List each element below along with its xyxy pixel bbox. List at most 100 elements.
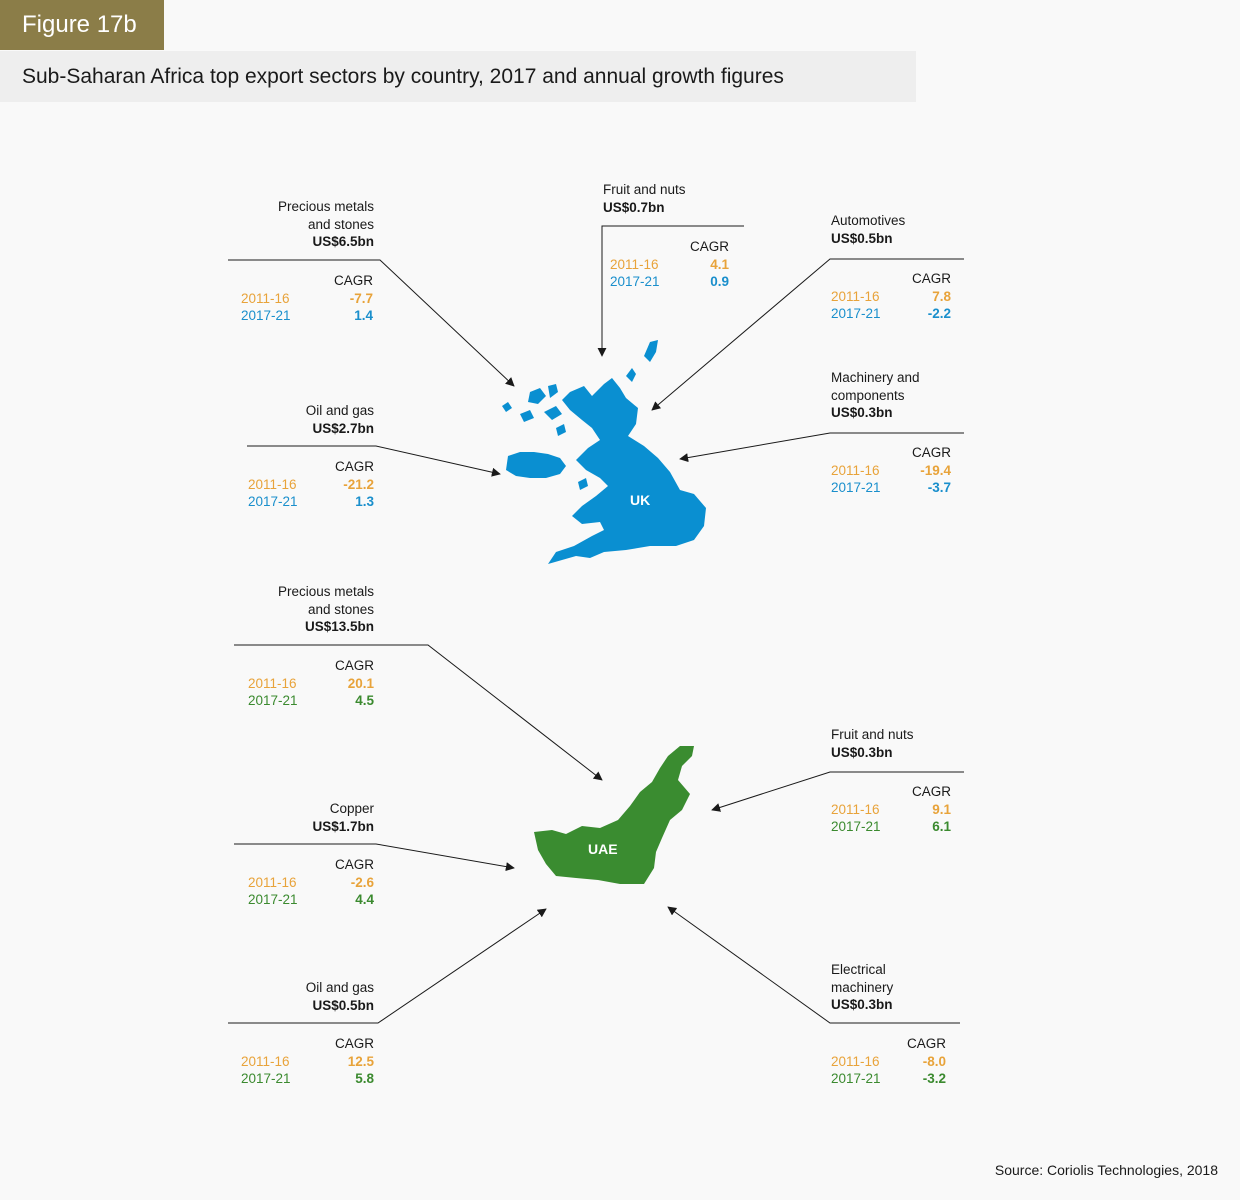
cagr-value: 12.5 — [347, 1053, 374, 1069]
sector-name: Machinery and components — [831, 370, 920, 403]
uk-automotives-cagr: CAGR 2011-16 7.8 2017-21 -2.2 — [831, 270, 951, 323]
cagr-value: 4.1 — [710, 256, 729, 272]
figure-label: Figure 17b — [0, 0, 164, 50]
sector-name: Oil and gas — [305, 980, 374, 995]
uk-precious-metals-cagr: CAGR 2011-16 -7.7 2017-21 1.4 — [241, 272, 373, 325]
uk-fruit-nuts-cagr: CAGR 2011-16 4.1 2017-21 0.9 — [610, 238, 729, 291]
sector-name: Precious metals and stones — [277, 199, 374, 232]
cagr-value: 7.8 — [932, 288, 951, 304]
uk-machinery-leader — [679, 432, 964, 463]
period-label: 2017-21 — [248, 693, 298, 708]
period-label: 2011-16 — [248, 874, 297, 890]
period-label: 2017-21 — [241, 1071, 291, 1086]
period-label: 2011-16 — [241, 1053, 290, 1069]
period-label: 2017-21 — [831, 819, 881, 834]
cagr-value: 20.1 — [347, 675, 374, 691]
cagr-value: -21.2 — [343, 476, 374, 492]
uk-oil-gas-leader — [247, 445, 501, 477]
sector-value: US$0.3bn — [831, 405, 893, 420]
cagr-value: -7.7 — [349, 290, 373, 306]
uk-machinery-callout: Machinery and components US$0.3bn — [831, 369, 941, 422]
sector-name: Electrical machinery — [831, 962, 894, 995]
uk-machinery-cagr: CAGR 2011-16 -19.4 2017-21 -3.7 — [831, 444, 951, 497]
sector-value: US$1.7bn — [312, 818, 374, 834]
sector-name: Precious metals and stones — [277, 584, 374, 617]
cagr-value: -2.6 — [350, 874, 374, 890]
period-label: 2017-21 — [831, 1071, 881, 1086]
period-label: 2011-16 — [831, 1053, 880, 1069]
cagr-header: CAGR — [689, 239, 729, 254]
uae-electrical-cagr: CAGR 2011-16 -8.0 2017-21 -3.2 — [831, 1035, 946, 1088]
uae-electrical-leader — [667, 906, 960, 1024]
chart-title: Sub-Saharan Africa top export sectors by… — [0, 51, 916, 102]
uae-oil-gas-cagr: CAGR 2011-16 12.5 2017-21 5.8 — [241, 1035, 374, 1088]
sector-value: US$6.5bn — [312, 234, 374, 249]
cagr-value: 4.4 — [355, 892, 374, 907]
cagr-value: 1.3 — [355, 494, 374, 509]
uae-copper-callout: Copper US$1.7bn — [174, 800, 374, 835]
uae-label: UAE — [588, 841, 618, 857]
uae-copper-cagr: CAGR 2011-16 -2.6 2017-21 4.4 — [248, 856, 374, 909]
uk-leader-lines — [228, 225, 964, 477]
cagr-header: CAGR — [911, 271, 951, 286]
period-label: 2017-21 — [610, 274, 660, 289]
uk-oil-gas-callout: Oil and gas US$2.7bn — [174, 402, 374, 437]
cagr-header: CAGR — [334, 1036, 374, 1051]
period-label: 2011-16 — [610, 256, 659, 272]
uk-precious-metals-leader — [228, 259, 515, 387]
uk-automotives-leader — [651, 258, 964, 411]
uk-fruit-nuts-callout: Fruit and nuts US$0.7bn — [603, 181, 686, 216]
sector-value: US$2.7bn — [312, 420, 374, 436]
cagr-value: 9.1 — [932, 801, 951, 817]
cagr-header: CAGR — [334, 459, 374, 474]
cagr-header: CAGR — [906, 1036, 946, 1051]
period-label: 2011-16 — [831, 288, 880, 304]
uae-electrical-callout: Electrical machinery US$0.3bn — [831, 961, 921, 1014]
uae-oil-gas-callout: Oil and gas US$0.5bn — [174, 979, 374, 1014]
uae-precious-metals-cagr: CAGR 2011-16 20.1 2017-21 4.5 — [248, 657, 374, 710]
uk-oil-gas-cagr: CAGR 2011-16 -21.2 2017-21 1.3 — [248, 458, 374, 511]
cagr-value: -19.4 — [920, 462, 951, 478]
uae-oil-gas-leader — [228, 908, 547, 1024]
cagr-value: -8.0 — [922, 1053, 946, 1069]
sector-value: US$13.5bn — [304, 619, 374, 634]
source-note: Source: Coriolis Technologies, 2018 — [994, 1162, 1218, 1178]
cagr-header: CAGR — [911, 445, 951, 460]
uae-fruit-nuts-cagr: CAGR 2011-16 9.1 2017-21 6.1 — [831, 783, 951, 836]
cagr-header: CAGR — [334, 658, 374, 673]
period-label: 2017-21 — [248, 892, 298, 907]
uae-fruit-nuts-callout: Fruit and nuts US$0.3bn — [831, 726, 914, 761]
uk-label: UK — [630, 492, 651, 508]
uk-fruit-nuts-leader — [597, 225, 744, 357]
sector-name: Copper — [329, 801, 374, 816]
period-label: 2017-21 — [248, 494, 298, 509]
period-label: 2017-21 — [241, 308, 291, 323]
sector-name: Automotives — [831, 213, 906, 228]
cagr-value: 1.4 — [354, 308, 373, 323]
sector-value: US$0.5bn — [831, 230, 893, 246]
cagr-header: CAGR — [333, 273, 373, 288]
sector-value: US$0.5bn — [312, 997, 374, 1013]
period-label: 2011-16 — [831, 462, 880, 478]
uae-fruit-nuts-leader — [711, 771, 964, 812]
uae-precious-metals-callout: Precious metals and stones US$13.5bn — [174, 583, 374, 636]
uk-map-shape — [502, 340, 706, 564]
sector-value: US$0.7bn — [603, 199, 665, 215]
sector-name: Oil and gas — [305, 403, 374, 418]
sector-value: US$0.3bn — [831, 744, 893, 760]
cagr-value: 5.8 — [355, 1071, 374, 1086]
cagr-value: 6.1 — [932, 819, 951, 834]
sector-name: Fruit and nuts — [831, 727, 914, 742]
cagr-value: -3.7 — [927, 480, 951, 495]
period-label: 2011-16 — [241, 290, 290, 306]
period-label: 2011-16 — [248, 675, 297, 691]
uk-automotives-callout: Automotives US$0.5bn — [831, 212, 905, 247]
period-label: 2011-16 — [248, 476, 297, 492]
sector-value: US$0.3bn — [831, 997, 893, 1012]
period-label: 2017-21 — [831, 306, 881, 321]
cagr-value: -3.2 — [922, 1071, 946, 1086]
cagr-value: 4.5 — [355, 693, 374, 708]
cagr-header: CAGR — [334, 857, 374, 872]
uae-map-shape — [534, 746, 694, 884]
